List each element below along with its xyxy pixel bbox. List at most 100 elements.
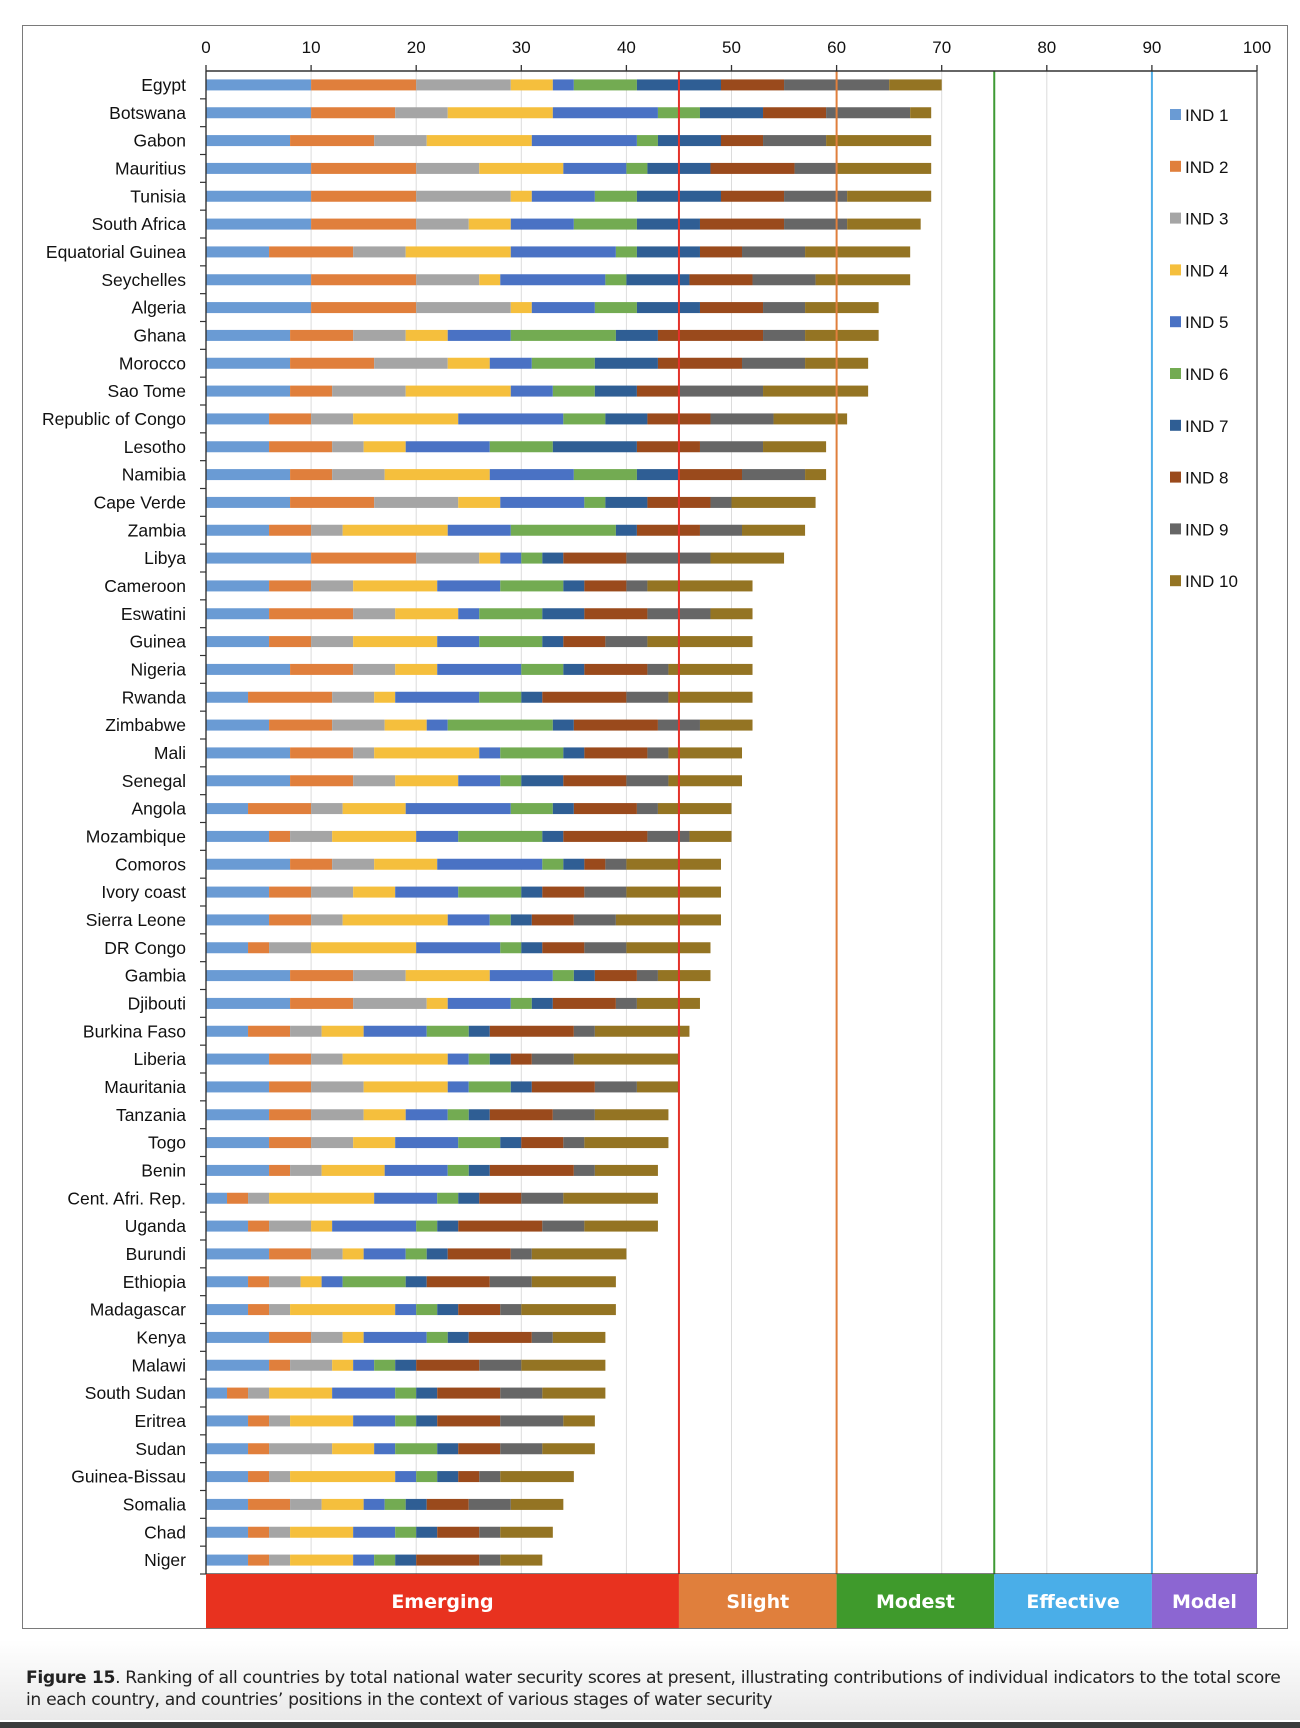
bar-segment	[437, 636, 480, 648]
bar-segment	[447, 1109, 469, 1121]
bar-segment	[311, 162, 417, 174]
bar-segment	[710, 608, 753, 620]
bar-segment	[311, 274, 417, 286]
bar-segment	[290, 1415, 354, 1427]
bar-segment	[321, 1164, 385, 1176]
bar-segment	[206, 1415, 249, 1427]
bar-segment	[416, 302, 511, 314]
bar-segment	[636, 524, 700, 536]
bar-segment	[563, 636, 606, 648]
bar-segment	[542, 1220, 585, 1232]
bar-segment	[342, 914, 448, 926]
bar-segment	[531, 1053, 574, 1065]
bar-segment	[710, 552, 785, 564]
bar-segment	[300, 1276, 322, 1288]
bar-segment	[500, 1443, 543, 1455]
x-tick-label: 10	[302, 38, 321, 57]
bar-segment	[731, 496, 816, 508]
bar-segment	[542, 830, 564, 842]
bar-segment	[531, 1331, 553, 1343]
stage-band	[206, 1574, 679, 1628]
bar-segment	[573, 914, 616, 926]
bar-segment	[269, 1220, 312, 1232]
category-label: Seychelles	[101, 270, 186, 290]
bar-segment	[290, 1304, 396, 1316]
bar-segment	[720, 190, 785, 202]
bar-segment	[311, 914, 343, 926]
bar-segment	[374, 747, 480, 759]
category-label: Kenya	[136, 1327, 186, 1347]
bar-segment	[269, 246, 354, 258]
bar-segment	[847, 218, 921, 230]
legend-label: IND 8	[1185, 469, 1228, 488]
bar-segment	[269, 1109, 312, 1121]
bar-segment	[763, 329, 806, 341]
bar-segment	[836, 162, 932, 174]
bar-segment	[206, 274, 312, 286]
bar-segment	[206, 135, 291, 147]
stage-band	[678, 1574, 837, 1628]
bar-segment	[290, 469, 333, 481]
bar-segment	[889, 79, 942, 91]
category-label: Nigeria	[131, 659, 187, 679]
bar-segment	[542, 608, 585, 620]
category-label: South Sudan	[85, 1383, 186, 1403]
bar-segment	[542, 942, 585, 954]
bar-segment	[363, 1025, 427, 1037]
category-label: Algeria	[132, 298, 187, 318]
bar-segment	[805, 302, 879, 314]
bar-segment	[489, 1109, 553, 1121]
bar-segment	[269, 1471, 291, 1483]
category-label: Gabon	[133, 131, 186, 151]
bar-segment	[689, 830, 732, 842]
bar-segment	[269, 1554, 291, 1566]
category-label: Tunisia	[130, 186, 186, 206]
bar-segment	[206, 914, 270, 926]
bar-segment	[437, 663, 522, 675]
bar-segment	[447, 329, 511, 341]
bar-segment	[248, 1025, 291, 1037]
bar-segment	[437, 1387, 501, 1399]
bar-segment	[573, 1053, 679, 1065]
bar-segment	[647, 830, 690, 842]
bar-segment	[563, 663, 585, 675]
bar-segment	[563, 775, 627, 787]
caption-text: . Ranking of all countries by total nati…	[26, 1668, 1281, 1710]
bar-segment	[321, 1025, 364, 1037]
bar-segment	[437, 1304, 459, 1316]
bar-segment	[206, 1471, 249, 1483]
bar-segment	[311, 524, 343, 536]
bar-segment	[206, 1137, 270, 1149]
bar-segment	[332, 691, 375, 703]
bar-segment	[206, 997, 291, 1009]
bar-segment	[248, 1415, 270, 1427]
bar-segment	[248, 1276, 270, 1288]
bar-segment	[206, 719, 270, 731]
bar-segment	[353, 636, 438, 648]
bar-segment	[353, 1554, 375, 1566]
bar-segment	[626, 886, 721, 898]
bar-segment	[468, 1498, 511, 1510]
bar-segment	[437, 580, 501, 592]
bar-segment	[510, 1498, 564, 1510]
bar-segment	[626, 580, 648, 592]
bar-segment	[332, 441, 364, 453]
bar-segment	[521, 691, 543, 703]
bar-segment	[353, 775, 396, 787]
x-tick-label: 100	[1243, 38, 1271, 57]
bar-segment	[479, 636, 543, 648]
bar-segment	[363, 1109, 406, 1121]
bar-segment	[206, 1053, 270, 1065]
bar-segment	[510, 218, 574, 230]
bar-segment	[636, 246, 700, 258]
bar-segment	[720, 79, 785, 91]
bar-segment	[321, 1498, 364, 1510]
bar-segment	[521, 552, 543, 564]
bar-segment	[206, 1304, 249, 1316]
bar-segment	[573, 79, 637, 91]
bar-segment	[468, 218, 511, 230]
bar-segment	[290, 970, 354, 982]
bar-segment	[521, 663, 564, 675]
stage-band	[1151, 1574, 1257, 1628]
bar-segment	[311, 1109, 364, 1121]
